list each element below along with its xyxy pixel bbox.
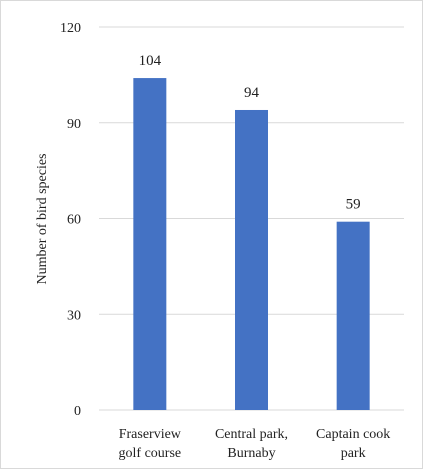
y-axis-label: Number of bird species xyxy=(35,153,50,284)
data-label: 104 xyxy=(139,53,162,69)
y-tick-label: 30 xyxy=(67,308,81,323)
x-category-label: Burnaby xyxy=(227,446,275,461)
y-tick-label: 120 xyxy=(60,21,81,36)
x-category-label: golf course xyxy=(119,446,182,461)
x-category-labels: Fraserview golf course Central park, Burnab… xyxy=(119,427,391,461)
bar xyxy=(133,78,167,411)
y-tick-label: 90 xyxy=(67,117,81,132)
bars xyxy=(133,78,370,411)
y-tick-label: 60 xyxy=(67,213,81,228)
data-labels: 104 94 59 xyxy=(139,53,361,213)
x-category-label: Captain cook xyxy=(316,427,390,442)
bar xyxy=(235,109,268,410)
x-category-label: Fraserview xyxy=(119,427,182,442)
y-tick-label: 0 xyxy=(74,404,81,419)
y-tick-labels: 0 30 60 90 120 xyxy=(60,21,81,419)
data-label: 59 xyxy=(346,197,361,213)
x-category-label: Central park, xyxy=(215,427,288,442)
x-category-label: park xyxy=(341,446,366,461)
data-label: 94 xyxy=(244,85,260,101)
bar xyxy=(336,221,370,410)
